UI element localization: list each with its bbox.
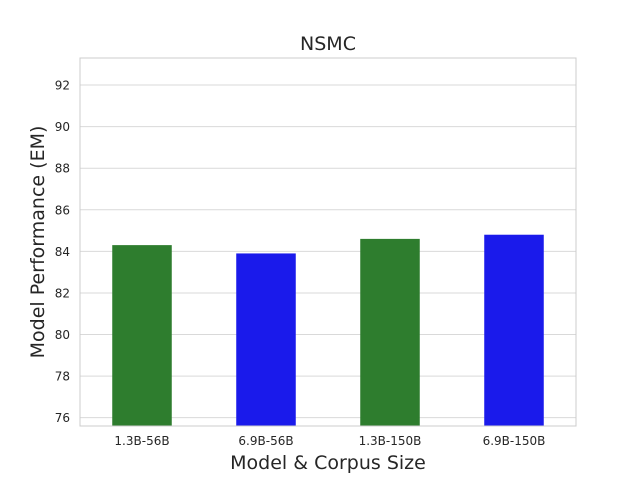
x-tick-label: 6.9B-56B: [238, 434, 293, 448]
chart-title: NSMC: [300, 33, 356, 55]
y-tick-label: 86: [55, 203, 70, 217]
bar-1.3B-150B: [360, 238, 420, 426]
plot-frame: [79, 57, 577, 427]
x-tick-label: 1.3B-150B: [359, 434, 422, 448]
y-tick-label: 92: [55, 79, 70, 93]
bar-1.3B-56B: [112, 245, 172, 426]
x-ticks: 1.3B-56B 6.9B-56B 1.3B-150B 6.9B-150B: [114, 434, 545, 448]
y-tick-label: 80: [55, 328, 70, 342]
x-tick-label: 6.9B-150B: [483, 434, 546, 448]
y-tick-label: 82: [55, 286, 70, 300]
y-tick-label: 88: [55, 162, 70, 176]
y-tick-label: 90: [55, 120, 70, 134]
y-tick-label: 76: [55, 411, 70, 425]
x-tick-label: 1.3B-56B: [114, 434, 169, 448]
bars: [112, 234, 544, 426]
y-tick-label: 84: [55, 245, 70, 259]
bar-6.9B-56B: [236, 253, 296, 426]
bar-6.9B-150B: [484, 234, 544, 426]
y-axis-label: Model Performance (EM): [27, 126, 49, 359]
y-tick-label: 78: [55, 370, 70, 384]
y-ticks: 76 78 80 82 84 86 88 90 92: [55, 79, 70, 426]
x-axis-label: Model & Corpus Size: [230, 452, 426, 474]
